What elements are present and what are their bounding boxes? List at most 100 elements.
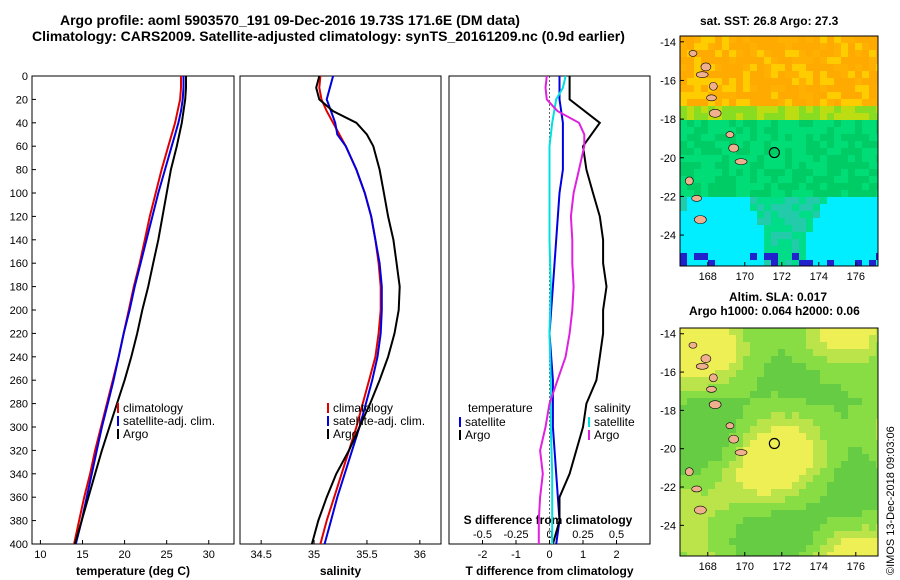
map-cell <box>841 106 848 113</box>
map-cell <box>792 141 799 148</box>
map-cell <box>764 454 771 461</box>
map-cell <box>680 204 687 211</box>
map-cell <box>687 57 694 64</box>
map-cell <box>764 225 771 232</box>
map-cell <box>841 169 848 176</box>
map-cell <box>757 405 764 412</box>
map-cell <box>806 134 813 141</box>
map-cell <box>771 433 778 440</box>
map-cell <box>687 113 694 120</box>
map-cell <box>764 148 771 155</box>
map-cell <box>813 524 820 531</box>
map-cell <box>701 447 708 454</box>
map-cell <box>764 510 771 517</box>
map-cell <box>862 538 869 545</box>
map-cell <box>855 239 862 246</box>
map-cell <box>799 127 806 134</box>
map-cell <box>799 356 806 363</box>
map-cell <box>729 335 736 342</box>
map-cell <box>750 78 757 85</box>
map-cell <box>708 440 715 447</box>
map-cell <box>785 482 792 489</box>
map-cell <box>792 260 799 266</box>
map-cell <box>778 71 785 78</box>
map-cell <box>778 349 785 356</box>
map-cell <box>687 190 694 197</box>
map-cell <box>820 545 827 552</box>
map-cell <box>750 127 757 134</box>
map-cell <box>736 377 743 384</box>
map-cell <box>785 475 792 482</box>
map-cell <box>729 531 736 538</box>
map-cell <box>764 106 771 113</box>
map-cell <box>855 134 862 141</box>
map-cell <box>876 384 878 391</box>
map-cell <box>715 384 722 391</box>
map-cell <box>722 370 729 377</box>
map-cell <box>876 99 878 106</box>
map-cell <box>743 78 750 85</box>
y-tick-label: 220 <box>10 328 28 340</box>
map-cell <box>848 120 855 127</box>
map-cell <box>876 253 878 260</box>
map-cell <box>764 134 771 141</box>
map-cell <box>834 197 841 204</box>
map-cell <box>869 468 876 475</box>
map-cell <box>771 78 778 85</box>
map-cell <box>729 211 736 218</box>
map-cell <box>736 510 743 517</box>
map-cell <box>722 433 729 440</box>
map-cell <box>687 64 694 71</box>
map-cell <box>827 496 834 503</box>
map-cell <box>806 120 813 127</box>
map-cell <box>806 517 813 524</box>
map-cell <box>862 482 869 489</box>
map-cell <box>722 475 729 482</box>
map-cell <box>813 370 820 377</box>
map-cell <box>771 43 778 50</box>
map-cell <box>876 246 878 253</box>
map-cell <box>729 426 736 433</box>
map-cell <box>708 127 715 134</box>
map-cell <box>855 99 862 106</box>
map-cell <box>841 349 848 356</box>
map-cell <box>764 169 771 176</box>
map-cell <box>687 99 694 106</box>
map-cell <box>799 106 806 113</box>
map-cell <box>813 162 820 169</box>
map-cell <box>813 218 820 225</box>
map-cell <box>799 405 806 412</box>
map-cell <box>785 461 792 468</box>
map-cell <box>708 475 715 482</box>
map-cell <box>862 57 869 64</box>
map-cell <box>841 552 848 556</box>
map-cell <box>862 398 869 405</box>
map-cell <box>722 218 729 225</box>
map-cell <box>785 169 792 176</box>
map-cell <box>869 524 876 531</box>
map-cell <box>764 538 771 545</box>
map-cell <box>841 204 848 211</box>
map-cell <box>680 78 687 85</box>
map-cell <box>736 232 743 239</box>
map-cell <box>806 232 813 239</box>
map-cell <box>813 78 820 85</box>
map-cell <box>869 232 876 239</box>
map-cell <box>841 524 848 531</box>
map-cell <box>729 384 736 391</box>
lat-tick-label: -24 <box>660 520 676 532</box>
map-cell <box>799 461 806 468</box>
map-cell <box>708 342 715 349</box>
map-cell <box>785 225 792 232</box>
map-cell <box>834 127 841 134</box>
map-cell <box>806 412 813 419</box>
map-cell <box>848 204 855 211</box>
map-cell <box>687 162 694 169</box>
map-cell <box>694 225 701 232</box>
map-cell <box>792 377 799 384</box>
map-cell <box>715 356 722 363</box>
map-cell <box>715 155 722 162</box>
island <box>688 341 698 349</box>
map-cell <box>715 468 722 475</box>
map-cell <box>687 538 694 545</box>
